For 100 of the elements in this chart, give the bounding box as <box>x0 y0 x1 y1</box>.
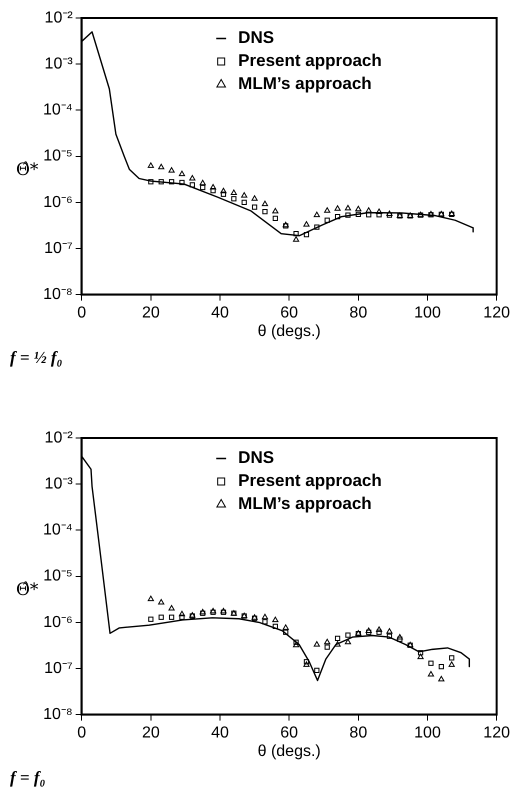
point <box>428 660 434 666</box>
y-tick-label: 10⁻⁵ <box>43 148 73 165</box>
point <box>334 214 340 220</box>
point <box>282 624 289 630</box>
x-tick-label: 60 <box>280 724 298 742</box>
point <box>168 605 175 611</box>
point <box>376 208 382 214</box>
y-tick-label: 10⁻⁸ <box>43 286 73 304</box>
point <box>293 231 299 236</box>
point <box>148 596 154 602</box>
x-tick-label: 40 <box>211 724 229 742</box>
point <box>210 610 216 615</box>
y-tick-label: 10⁻⁶ <box>43 614 73 631</box>
point <box>334 636 340 642</box>
point <box>356 212 361 217</box>
y-tick-label: 10⁻⁶ <box>43 194 73 211</box>
x-tick-label: 120 <box>483 304 510 322</box>
point <box>303 221 310 227</box>
point <box>210 184 216 190</box>
point <box>324 218 330 223</box>
point <box>366 207 372 213</box>
x-tick-label: 100 <box>414 304 441 322</box>
text: f = ½ f₀ <box>10 348 62 368</box>
point <box>272 616 278 622</box>
point <box>158 614 164 620</box>
x-tick-label: 20 <box>142 724 160 742</box>
point <box>158 164 164 170</box>
point <box>366 628 372 634</box>
y-tick-label: 10⁻⁸ <box>43 706 73 724</box>
point <box>428 671 434 677</box>
y-axis-title: Θ̂* <box>16 160 38 180</box>
point <box>324 638 330 644</box>
point <box>220 610 226 615</box>
point <box>189 174 196 180</box>
point <box>345 212 351 218</box>
x-tick-label: 20 <box>142 304 160 322</box>
point <box>292 236 300 242</box>
point <box>242 200 247 206</box>
point <box>210 608 216 614</box>
y-tick-label: 10⁻⁴ <box>43 102 73 119</box>
point <box>304 659 310 664</box>
point <box>200 180 206 186</box>
text: f = f₀ <box>10 768 46 788</box>
point <box>396 634 403 640</box>
point <box>220 608 227 614</box>
point <box>355 206 362 212</box>
point <box>344 204 352 210</box>
x-axis-title: θ (degs.) <box>258 742 321 760</box>
point <box>179 180 185 186</box>
point <box>376 630 382 635</box>
point <box>324 644 330 650</box>
point <box>148 616 154 622</box>
point <box>303 661 310 667</box>
legend-label: DNS <box>238 448 274 468</box>
y-tick-label: 10⁻⁵ <box>43 568 73 585</box>
point <box>449 655 454 660</box>
point <box>304 232 310 238</box>
point <box>272 624 278 629</box>
point <box>178 610 186 616</box>
point <box>158 599 164 605</box>
point <box>314 641 320 647</box>
legend-label: MLM’s approach <box>238 494 372 514</box>
point <box>314 212 320 218</box>
x-tick-label: 80 <box>349 304 368 322</box>
point <box>190 182 195 188</box>
point <box>314 668 320 674</box>
point <box>148 179 154 184</box>
point <box>438 676 444 682</box>
y-tick-label: 10⁻⁷ <box>44 660 73 677</box>
point <box>241 192 248 198</box>
y-tick-label: 10⁻³ <box>44 476 74 493</box>
point <box>262 200 268 206</box>
point <box>148 162 154 168</box>
point <box>231 196 236 202</box>
point <box>251 195 258 201</box>
point <box>376 212 382 218</box>
point <box>386 634 392 639</box>
point <box>262 614 268 620</box>
x-tick-label: 0 <box>77 724 86 742</box>
y-tick-label: 10⁻⁴ <box>43 522 73 539</box>
point <box>262 619 268 624</box>
point <box>210 188 216 194</box>
point <box>200 184 206 190</box>
point <box>179 614 185 620</box>
y-tick-label: 10⁻² <box>44 9 74 26</box>
point <box>262 209 268 214</box>
point <box>200 608 206 614</box>
point <box>272 216 278 222</box>
legend-label: Present approach <box>238 471 382 490</box>
point <box>168 179 174 184</box>
point <box>366 630 372 635</box>
point <box>158 179 164 184</box>
point <box>418 650 424 656</box>
point <box>344 638 352 644</box>
point <box>417 654 424 660</box>
point <box>448 661 455 667</box>
point <box>200 610 206 616</box>
point <box>397 636 402 642</box>
x-tick-label: 60 <box>280 304 298 322</box>
point <box>220 192 226 197</box>
